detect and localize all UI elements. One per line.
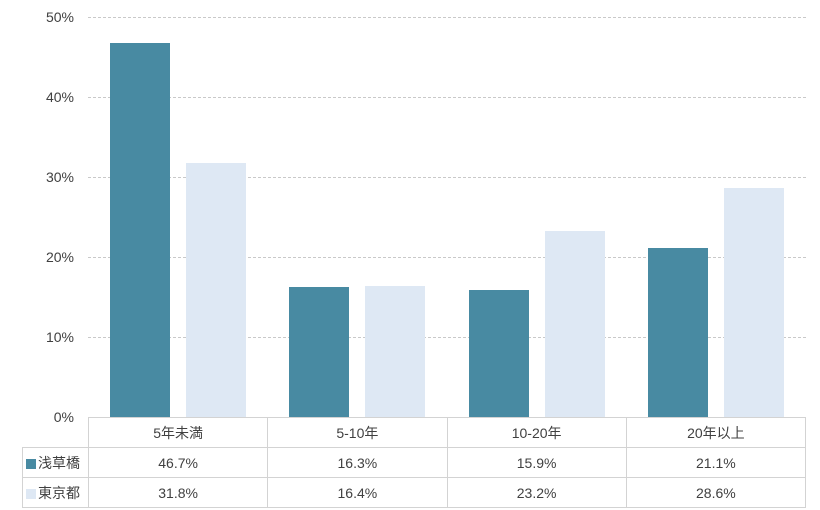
bar-tokyo-cat2 (544, 231, 605, 417)
table-value: 16.4% (267, 477, 448, 508)
bars-layer (88, 17, 806, 417)
bar-group-cat2 (447, 17, 627, 417)
table-value: 28.6% (625, 477, 807, 508)
y-axis-tick-label: 0% (53, 409, 74, 425)
table-corner-cell (23, 418, 89, 448)
bar-group-cat0 (88, 17, 268, 417)
bar-tokyo-cat0 (185, 162, 246, 417)
bar-asakusabashi-cat1 (289, 286, 350, 417)
table-value: 16.3% (267, 447, 448, 478)
gridline-30pct (88, 177, 806, 178)
y-axis-tick-label: 10% (45, 329, 74, 345)
legend-cell-asakusabashi: 浅草橋 (22, 447, 89, 478)
y-axis-tick-label: 20% (45, 249, 74, 265)
table-row-tokyo: 東京都 31.8% 16.4% 23.2% 28.6% (22, 477, 807, 508)
category-header: 20年以上 (625, 417, 807, 448)
bar-asakusabashi-cat0 (109, 43, 170, 417)
legend-cell-tokyo: 東京都 (22, 477, 89, 508)
y-axis-tick-label: 40% (45, 89, 74, 105)
gridline-40pct (88, 97, 806, 98)
bar-group-cat3 (627, 17, 807, 417)
bar-group-cat1 (268, 17, 448, 417)
data-table: 5年未満 5-10年 10-20年 20年以上 浅草橋 46.7% 16.3% … (22, 417, 807, 508)
legend-label-tokyo: 東京都 (38, 484, 80, 501)
table-value: 31.8% (87, 477, 269, 508)
gridline-50pct (88, 17, 806, 18)
category-header: 10-20年 (446, 417, 627, 448)
table-value: 15.9% (446, 447, 627, 478)
category-header: 5-10年 (267, 417, 448, 448)
bar-asakusabashi-cat2 (468, 289, 529, 417)
y-axis-tick-label: 50% (45, 9, 74, 25)
gridline-10pct (88, 337, 806, 338)
gridline-20pct (88, 257, 806, 258)
category-header-row: 5年未満 5-10年 10-20年 20年以上 (23, 417, 807, 448)
legend-swatch-asakusabashi (26, 458, 36, 469)
category-header: 5年未満 (87, 417, 269, 448)
legend-label-asakusabashi: 浅草橋 (38, 454, 80, 471)
bar-asakusabashi-cat3 (648, 248, 709, 417)
table-row-asakusabashi: 浅草橋 46.7% 16.3% 15.9% 21.1% (22, 447, 807, 478)
table-value: 21.1% (625, 447, 807, 478)
table-value: 46.7% (87, 447, 269, 478)
table-value: 23.2% (446, 477, 627, 508)
legend-swatch-tokyo (26, 488, 36, 499)
y-axis-tick-label: 30% (45, 169, 74, 185)
plot-area (88, 17, 806, 417)
bar-tokyo-cat3 (724, 188, 785, 417)
bar-tokyo-cat1 (365, 285, 426, 417)
